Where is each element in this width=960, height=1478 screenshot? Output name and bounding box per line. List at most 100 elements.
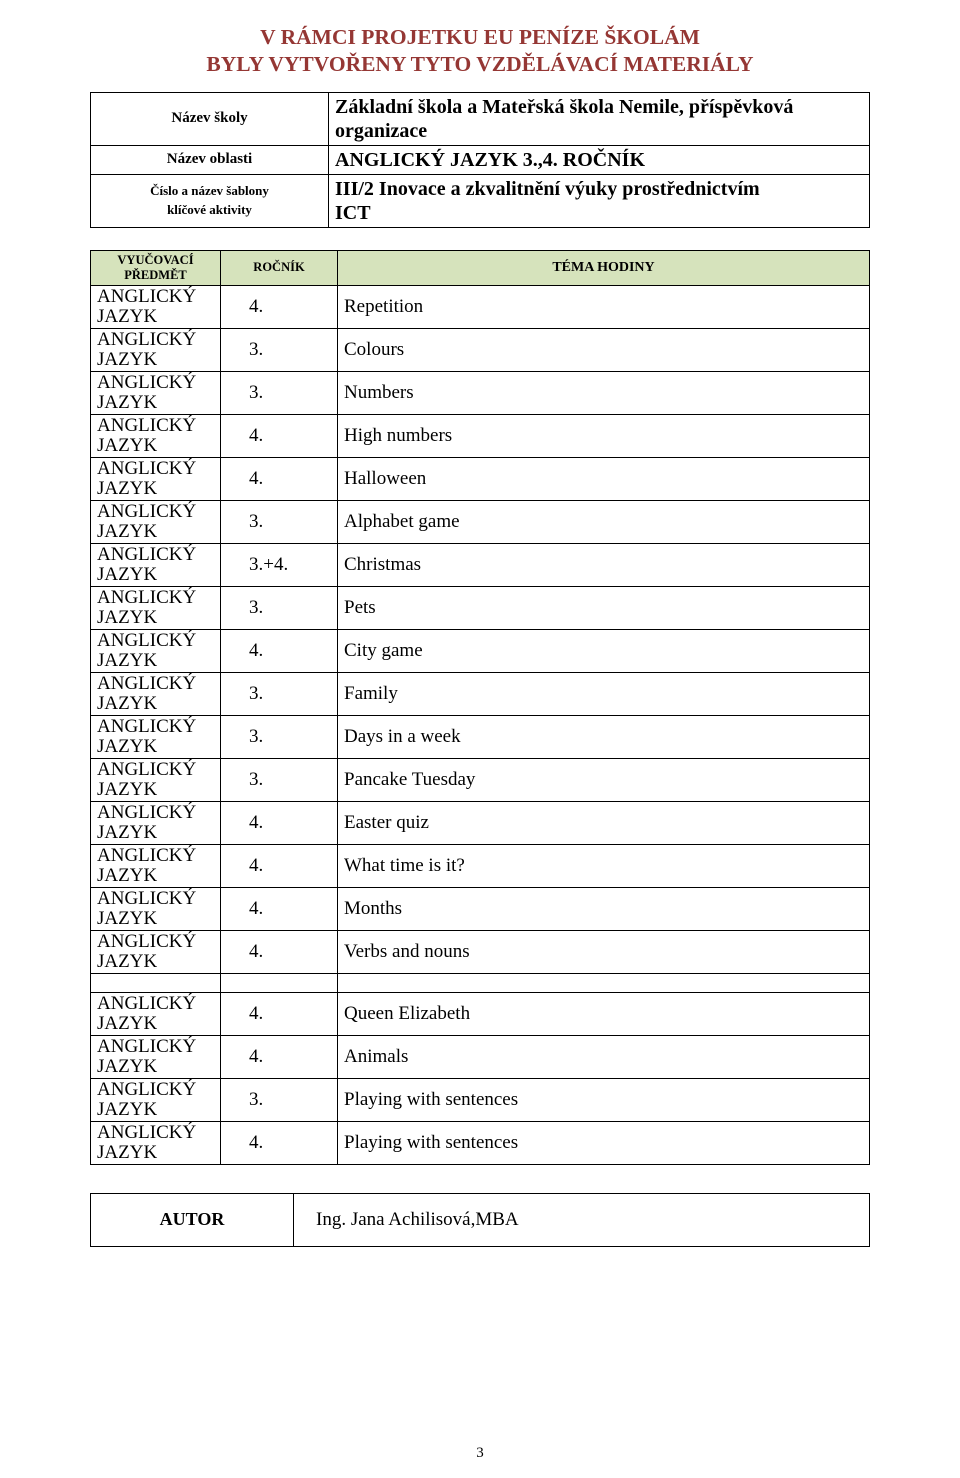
- cell-rocnik: 4.: [221, 844, 338, 887]
- cell-subject: ANGLICKÝJAZYK: [91, 844, 221, 887]
- table-row: ANGLICKÝJAZYK3.Pancake Tuesday: [91, 758, 870, 801]
- author-row: AUTOR Ing. Jana Achilisová,MBA: [91, 1193, 870, 1246]
- cell-rocnik: 3.: [221, 715, 338, 758]
- cell-subject: ANGLICKÝJAZYK: [91, 371, 221, 414]
- cell-subject: ANGLICKÝJAZYK: [91, 586, 221, 629]
- cell-rocnik: 4.: [221, 414, 338, 457]
- cell-tema: Verbs and nouns: [338, 930, 870, 973]
- cell-subject: ANGLICKÝJAZYK: [91, 1035, 221, 1078]
- cell-tema: Pets: [338, 586, 870, 629]
- template-label-l1: Číslo a název šablony: [150, 183, 269, 198]
- cell-rocnik: 3.: [221, 371, 338, 414]
- spacer-row: [91, 973, 870, 992]
- title-line-1: V RÁMCI PROJETKU EU PENÍZE ŠKOLÁM: [260, 25, 700, 49]
- cell-rocnik: 3.: [221, 1078, 338, 1121]
- cell-rocnik: 3.: [221, 586, 338, 629]
- cell-subject: ANGLICKÝJAZYK: [91, 758, 221, 801]
- table-row: ANGLICKÝJAZYK3.Family: [91, 672, 870, 715]
- cell-subject: ANGLICKÝJAZYK: [91, 715, 221, 758]
- cell-tema: What time is it?: [338, 844, 870, 887]
- area-label: Název oblasti: [91, 145, 329, 174]
- cell-subject: ANGLICKÝJAZYK: [91, 543, 221, 586]
- table-row: ANGLICKÝJAZYK4.Months: [91, 887, 870, 930]
- cell-tema: Repetition: [338, 285, 870, 328]
- table-row: ANGLICKÝJAZYK4.Repetition: [91, 285, 870, 328]
- cell-tema: Christmas: [338, 543, 870, 586]
- table-row: ANGLICKÝJAZYK3.Playing with sentences: [91, 1078, 870, 1121]
- page: V RÁMCI PROJETKU EU PENÍZE ŠKOLÁM BYLY V…: [0, 0, 960, 1478]
- cell-rocnik: 4.: [221, 285, 338, 328]
- cell-tema: Animals: [338, 1035, 870, 1078]
- cell-subject: ANGLICKÝJAZYK: [91, 285, 221, 328]
- cell-subject: ANGLICKÝJAZYK: [91, 992, 221, 1035]
- header-tema: TÉMA HODINY: [338, 250, 870, 285]
- cell-tema: High numbers: [338, 414, 870, 457]
- cell-subject: ANGLICKÝJAZYK: [91, 1078, 221, 1121]
- table-row: ANGLICKÝJAZYK4.Halloween: [91, 457, 870, 500]
- cell-tema: Playing with sentences: [338, 1121, 870, 1164]
- cell-subject: ANGLICKÝJAZYK: [91, 672, 221, 715]
- cell-tema: Family: [338, 672, 870, 715]
- school-label: Název školy: [91, 92, 329, 145]
- table-row: ANGLICKÝJAZYK4.Animals: [91, 1035, 870, 1078]
- data-table: VYUČOVACÍ PŘEDMĚT ROČNÍK TÉMA HODINY ANG…: [90, 250, 870, 1165]
- cell-subject: ANGLICKÝJAZYK: [91, 328, 221, 371]
- table-row: ANGLICKÝJAZYK4.Easter quiz: [91, 801, 870, 844]
- school-value: Základní škola a Mateřská škola Nemile, …: [329, 92, 870, 145]
- cell-rocnik: 4.: [221, 1035, 338, 1078]
- cell-tema: Numbers: [338, 371, 870, 414]
- title-line-2: BYLY VYTVOŘENY TYTO VZDĚLÁVACÍ MATERIÁLY: [206, 52, 753, 76]
- table-row: ANGLICKÝJAZYK4.High numbers: [91, 414, 870, 457]
- header-subject: VYUČOVACÍ PŘEDMĚT: [91, 250, 221, 285]
- template-value-l1: III/2 Inovace a zkvalitnění výuky prostř…: [335, 178, 760, 200]
- spacer-cell: [338, 973, 870, 992]
- cell-rocnik: 3.+4.: [221, 543, 338, 586]
- header-subject-l2: PŘEDMĚT: [124, 268, 187, 282]
- table-row: ANGLICKÝJAZYK3.+4.Christmas: [91, 543, 870, 586]
- table-row: ANGLICKÝJAZYK3.Days in a week: [91, 715, 870, 758]
- spacer-cell: [221, 973, 338, 992]
- info-row-school: Název školy Základní škola a Mateřská šk…: [91, 92, 870, 145]
- cell-rocnik: 4.: [221, 801, 338, 844]
- school-value-l2: organizace: [335, 120, 427, 142]
- cell-rocnik: 4.: [221, 887, 338, 930]
- table-row: ANGLICKÝJAZYK4.Playing with sentences: [91, 1121, 870, 1164]
- cell-tema: Easter quiz: [338, 801, 870, 844]
- table-header-row: VYUČOVACÍ PŘEDMĚT ROČNÍK TÉMA HODINY: [91, 250, 870, 285]
- table-row: ANGLICKÝJAZYK3.Colours: [91, 328, 870, 371]
- header-subject-l1: VYUČOVACÍ: [117, 253, 193, 267]
- page-number: 3: [0, 1445, 960, 1462]
- cell-tema: Alphabet game: [338, 500, 870, 543]
- table-row: ANGLICKÝJAZYK4.Queen Elizabeth: [91, 992, 870, 1035]
- table-row: ANGLICKÝJAZYK4.City game: [91, 629, 870, 672]
- cell-rocnik: 3.: [221, 500, 338, 543]
- template-value: III/2 Inovace a zkvalitnění výuky prostř…: [329, 174, 870, 227]
- header-rocnik: ROČNÍK: [221, 250, 338, 285]
- cell-tema: Months: [338, 887, 870, 930]
- cell-subject: ANGLICKÝJAZYK: [91, 887, 221, 930]
- table-row: ANGLICKÝJAZYK3.Numbers: [91, 371, 870, 414]
- table-row: ANGLICKÝJAZYK3.Alphabet game: [91, 500, 870, 543]
- table-row: ANGLICKÝJAZYK3.Pets: [91, 586, 870, 629]
- cell-rocnik: 4.: [221, 992, 338, 1035]
- cell-tema: City game: [338, 629, 870, 672]
- cell-rocnik: 3.: [221, 758, 338, 801]
- cell-subject: ANGLICKÝJAZYK: [91, 629, 221, 672]
- document-title: V RÁMCI PROJETKU EU PENÍZE ŠKOLÁM BYLY V…: [90, 24, 870, 78]
- author-value: Ing. Jana Achilisová,MBA: [294, 1193, 870, 1246]
- info-row-template: Číslo a název šablony klíčové aktivity I…: [91, 174, 870, 227]
- cell-subject: ANGLICKÝJAZYK: [91, 801, 221, 844]
- author-label: AUTOR: [91, 1193, 294, 1246]
- cell-tema: Colours: [338, 328, 870, 371]
- cell-tema: Halloween: [338, 457, 870, 500]
- cell-subject: ANGLICKÝJAZYK: [91, 457, 221, 500]
- cell-tema: Playing with sentences: [338, 1078, 870, 1121]
- author-table: AUTOR Ing. Jana Achilisová,MBA: [90, 1193, 870, 1247]
- school-value-l1: Základní škola a Mateřská škola Nemile, …: [335, 96, 793, 118]
- cell-subject: ANGLICKÝJAZYK: [91, 414, 221, 457]
- cell-rocnik: 4.: [221, 457, 338, 500]
- template-label: Číslo a název šablony klíčové aktivity: [91, 174, 329, 227]
- cell-rocnik: 3.: [221, 672, 338, 715]
- area-value: ANGLICKÝ JAZYK 3.,4. ROČNÍK: [329, 145, 870, 174]
- cell-tema: Queen Elizabeth: [338, 992, 870, 1035]
